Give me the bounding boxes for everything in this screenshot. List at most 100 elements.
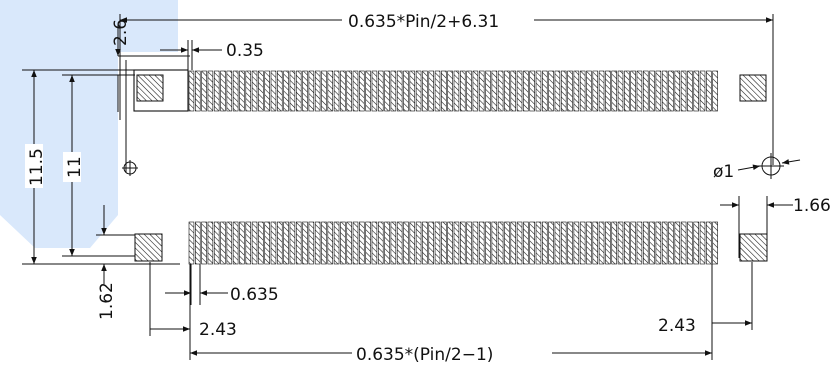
pin-pad [642, 221, 649, 265]
pin-pad [491, 221, 498, 265]
pin-pad [605, 70, 611, 112]
pin-pad [327, 70, 334, 112]
pin-pad [554, 221, 561, 265]
pin-pad [586, 70, 592, 112]
pin-pad [560, 221, 567, 265]
pin-pad [428, 70, 434, 112]
pin-pad [573, 221, 580, 265]
pin-pad [220, 221, 226, 265]
pin-row-bottom [188, 221, 718, 265]
pin-pad [447, 221, 453, 265]
pin-pad [706, 221, 712, 265]
pad-bottom-right [739, 233, 768, 262]
pin-pad [195, 221, 201, 265]
pin-pad [270, 221, 277, 265]
pin-pad [289, 221, 296, 265]
pin-pad [409, 70, 416, 112]
pin-pad [384, 70, 390, 112]
pin-pad [188, 70, 195, 112]
pin-pad [712, 221, 718, 265]
pin-pad [649, 70, 655, 112]
pad-bottom-left [134, 233, 163, 262]
pin-pad [693, 221, 699, 265]
pin-pad [213, 221, 220, 265]
pad-top-left [136, 74, 164, 102]
pin-pad [706, 70, 712, 112]
pin-pad [365, 70, 371, 112]
pin-pad [668, 70, 674, 112]
pin-pad [649, 221, 655, 265]
pin-pad [308, 221, 315, 265]
pin-pad [365, 221, 371, 265]
crosshair-circle-icon [122, 160, 138, 176]
pin-pad [611, 70, 617, 112]
pin-pad [434, 221, 441, 265]
pin-pad [617, 70, 624, 112]
pin-pad [346, 70, 352, 112]
pin-pad [611, 221, 617, 265]
pin-pad [283, 70, 289, 112]
pitch-label: 0.635 [230, 285, 279, 305]
pin-pad [466, 221, 472, 265]
pin-pad [428, 221, 434, 265]
pin-pad [359, 221, 365, 265]
pin-pad [586, 221, 592, 265]
pin-pad [314, 70, 321, 112]
pin-pad [485, 70, 491, 112]
pin-pad [415, 221, 422, 265]
pin-pad [277, 221, 283, 265]
outer-height-label: 11.5 [27, 148, 47, 186]
pin-pad [251, 70, 258, 112]
pin-span-label: 0.635*(Pin/2−1) [356, 345, 493, 365]
pin-pad [245, 70, 252, 112]
pin-pad [687, 70, 693, 112]
pin-pad [510, 221, 517, 265]
pin-pad [642, 70, 649, 112]
pin-pad [516, 221, 523, 265]
pin-pad [630, 221, 636, 265]
pin-pad [680, 221, 687, 265]
pin-pad [560, 70, 567, 112]
pin-pad [314, 221, 321, 265]
pin-pad [295, 221, 302, 265]
pin-pad [661, 70, 668, 112]
side-pad-width-label: 1.66 [793, 196, 831, 216]
pin-pad [403, 70, 409, 112]
pin-pad [188, 221, 195, 265]
pin-pad [661, 221, 668, 265]
pin-pad [548, 221, 554, 265]
pin-pad [441, 221, 447, 265]
pin-pad [636, 221, 643, 265]
pin-pad [264, 70, 270, 112]
pin-pad [497, 221, 504, 265]
pin-pad [687, 221, 693, 265]
mounting-hole-icon [758, 153, 784, 179]
pin-pad [516, 70, 523, 112]
pin-pad [333, 221, 340, 265]
pin-pad [674, 70, 681, 112]
pin-pad [567, 70, 573, 112]
pin-pad [390, 70, 397, 112]
pin-pad [434, 70, 441, 112]
pin-pad [453, 221, 460, 265]
background-watermark [0, 0, 178, 248]
pin-pad [592, 70, 599, 112]
pin-width-label: 0.35 [226, 41, 264, 61]
pin-pad [415, 70, 422, 112]
pin-pad [289, 70, 296, 112]
pin-pad [422, 70, 428, 112]
pin-pad [302, 70, 308, 112]
pin-pad [201, 221, 207, 265]
pin-pad [466, 70, 472, 112]
pin-pad [213, 70, 220, 112]
pin-pad [403, 221, 409, 265]
pin-pad [523, 221, 529, 265]
pin-pad [359, 70, 365, 112]
pin-pad [333, 70, 340, 112]
pin-pad [491, 70, 498, 112]
dimension-lines [22, 14, 801, 360]
pin-pad [548, 70, 554, 112]
pin-pad [396, 221, 403, 265]
inner-height-label: 11 [65, 156, 85, 178]
